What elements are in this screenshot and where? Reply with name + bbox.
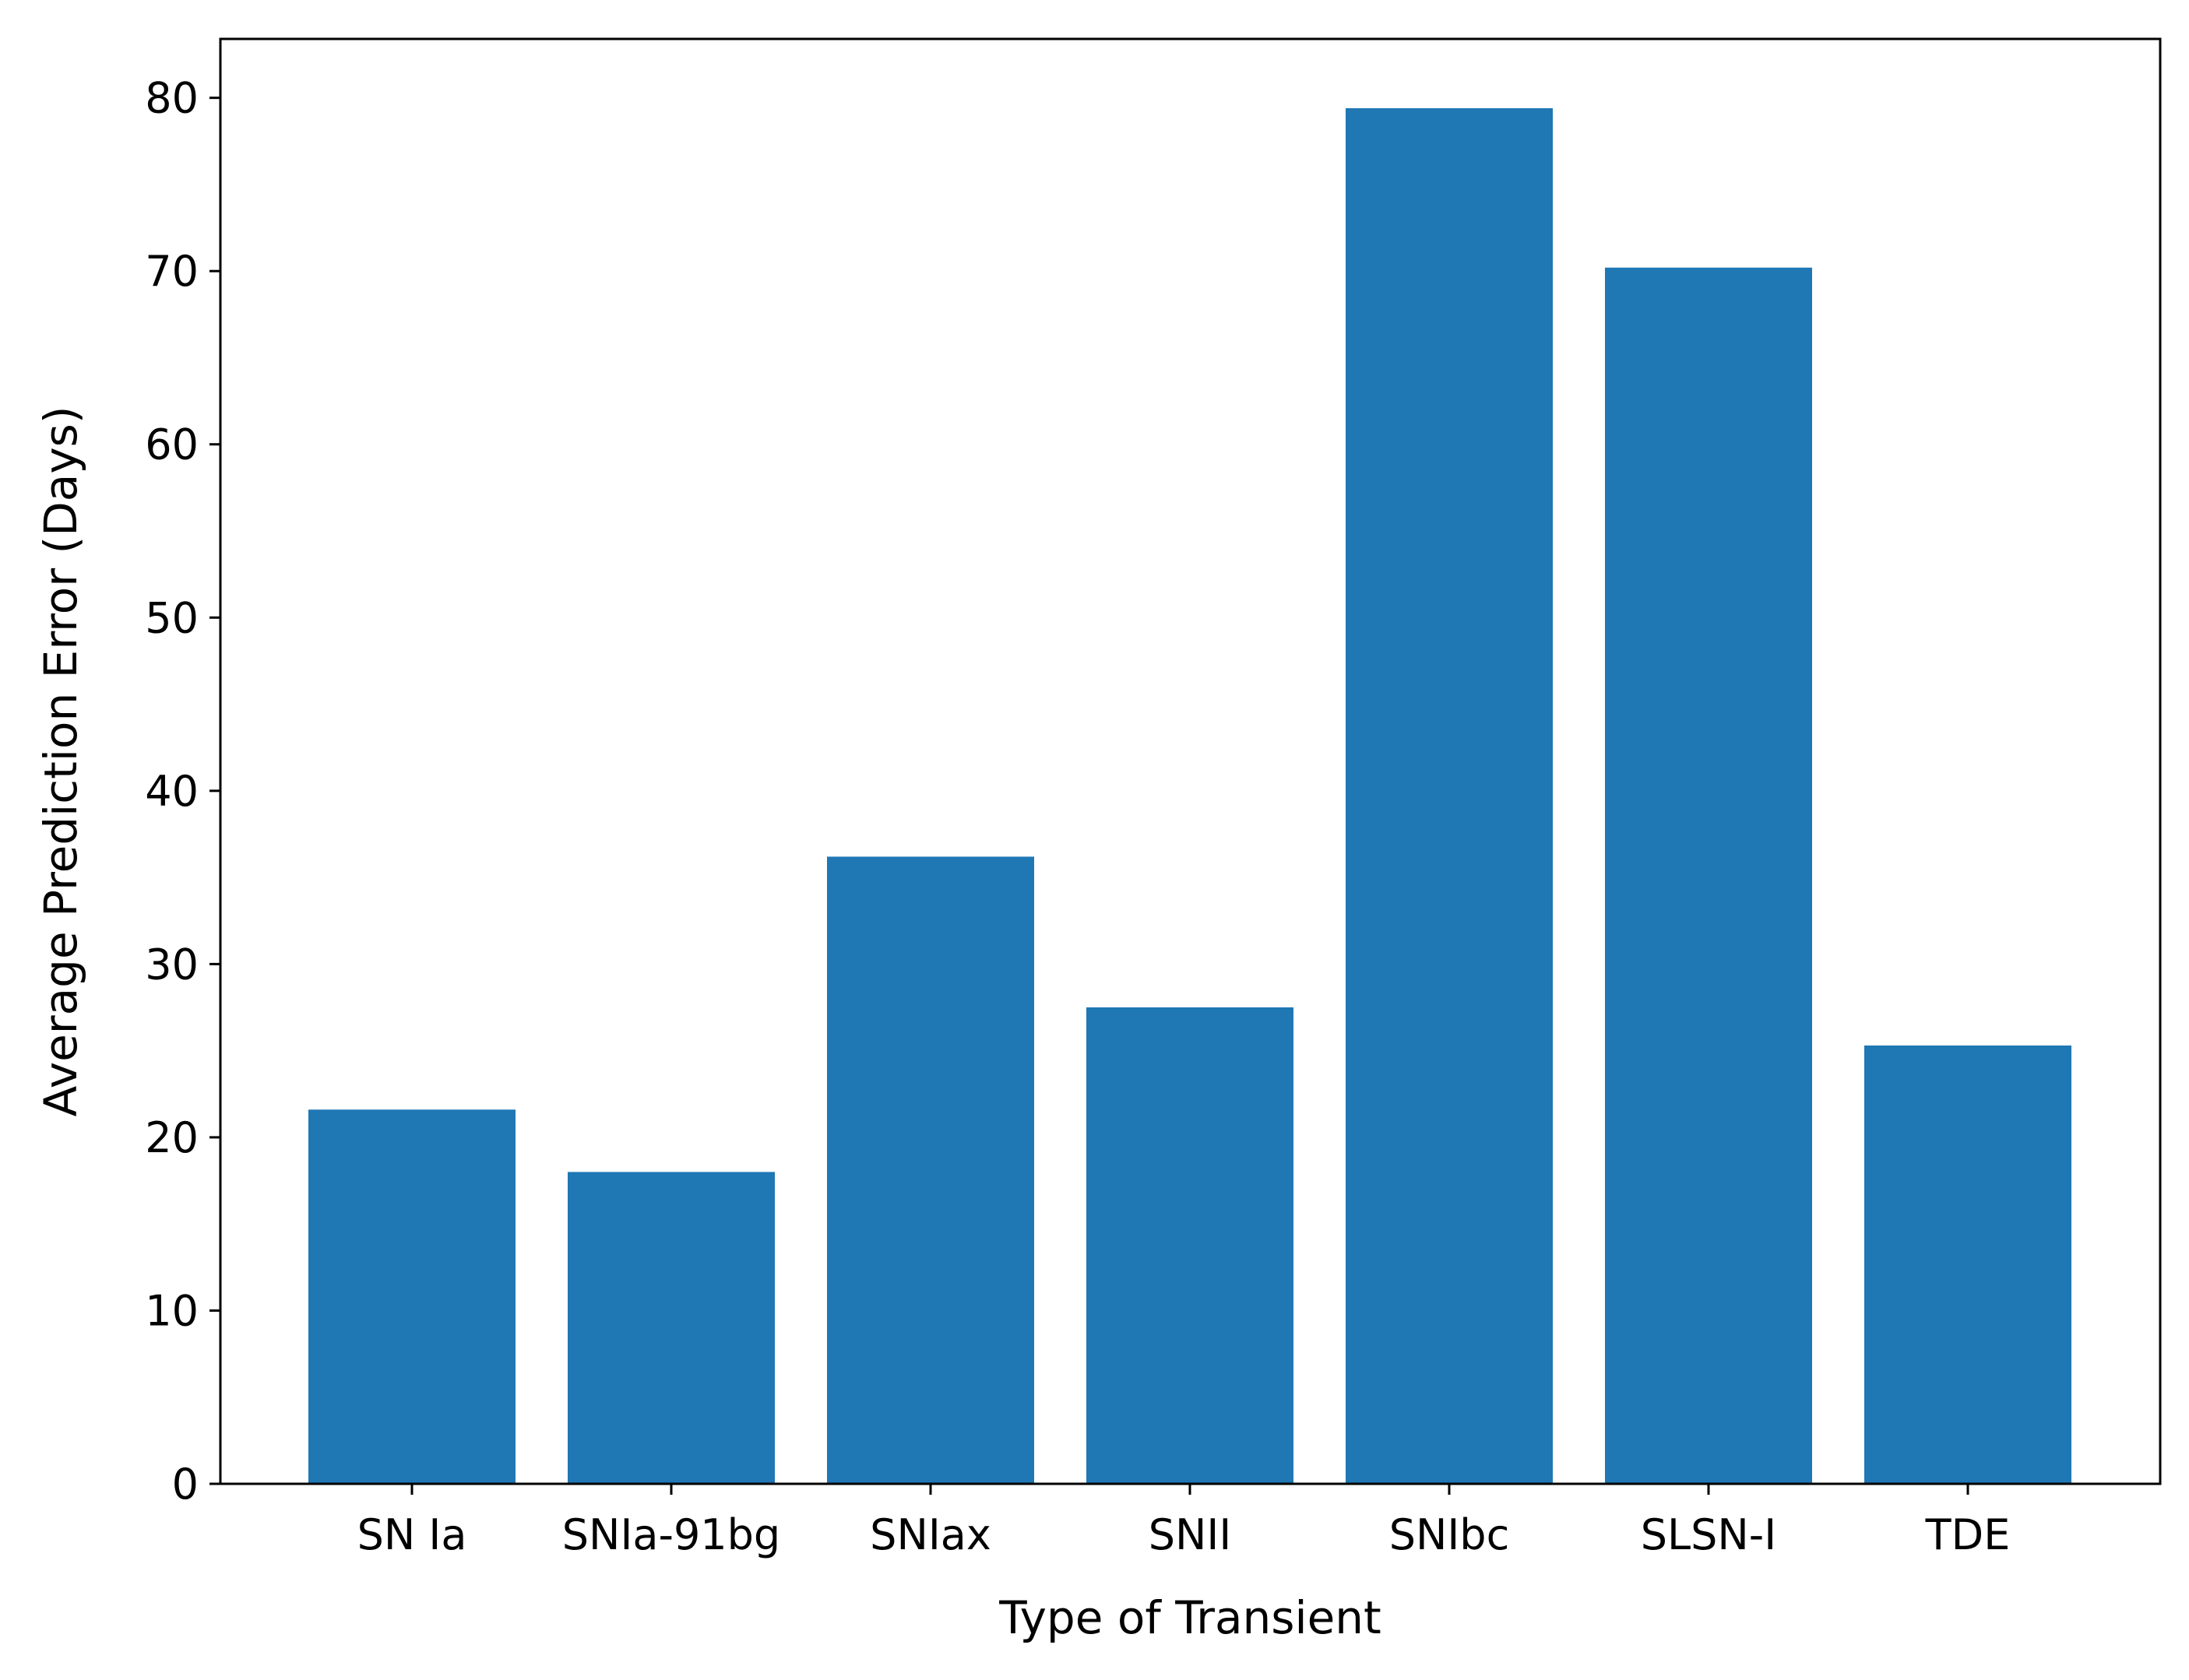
y-tick-label: 40 <box>145 767 199 816</box>
y-tick-label: 20 <box>145 1113 199 1162</box>
bar-sn-ia <box>308 1109 516 1484</box>
x-tick-label: SN Ia <box>357 1510 467 1559</box>
x-tick-label: SNIa-91bg <box>562 1510 780 1559</box>
y-tick-label: 70 <box>145 247 199 296</box>
y-tick-label: 50 <box>145 593 199 642</box>
y-tick-label: 80 <box>145 74 199 123</box>
plot-frame <box>219 37 2162 1485</box>
bar-snibc <box>1346 108 1553 1484</box>
bar-snii <box>1086 1007 1293 1484</box>
y-ticks: 0 10 20 30 40 50 60 70 80 <box>145 74 220 1509</box>
bar-slsn-i <box>1605 267 1812 1485</box>
x-ticks: SN Ia SNIa-91bg SNIax SNII SNIbc SLSN-I TDE <box>357 1484 2011 1559</box>
y-tick-label: 0 <box>172 1460 199 1509</box>
x-tick-label: SLSN-I <box>1641 1510 1776 1559</box>
x-tick-label: SNIbc <box>1389 1510 1510 1559</box>
x-tick-label: SNIax <box>870 1510 991 1559</box>
y-tick-label: 10 <box>145 1286 199 1335</box>
bars-layer <box>308 108 2071 1485</box>
y-tick-label: 60 <box>145 420 199 469</box>
y-axis-label: Average Prediction Error (Days) <box>34 406 87 1117</box>
bar-snia-91bg <box>568 1172 775 1484</box>
bar-tde <box>1864 1045 2071 1484</box>
x-axis-label: Type of Transient <box>998 1591 1381 1644</box>
x-tick-label: SNII <box>1149 1510 1232 1559</box>
bar-sniax <box>827 856 1034 1484</box>
x-tick-label: TDE <box>1925 1510 2011 1559</box>
y-tick-label: 30 <box>145 940 199 989</box>
